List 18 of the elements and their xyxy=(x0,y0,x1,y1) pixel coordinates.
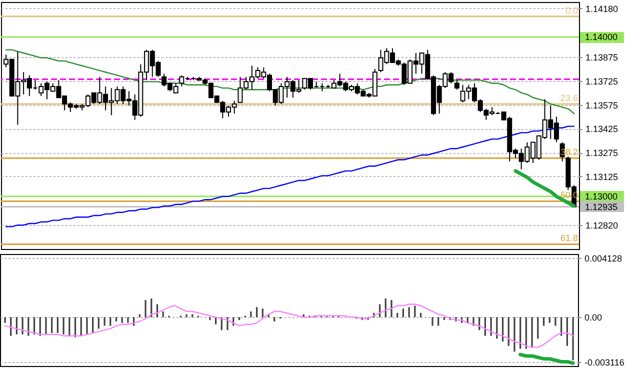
y-tick-label: 1.13275 xyxy=(586,148,618,158)
annotation: 0.0 xyxy=(566,5,578,16)
y-tick-label: 1.13875 xyxy=(586,52,618,62)
ref-line-label: 1.13000 xyxy=(585,191,618,202)
ref-line-label: 1.14000 xyxy=(585,32,618,42)
annotation: 23.6 xyxy=(560,92,578,103)
y-tick-label: 1.13125 xyxy=(586,172,618,182)
y-tick-label: -0.003116 xyxy=(584,357,624,368)
y-tick-label: 0.004128 xyxy=(584,253,622,264)
y-tick-label: 1.13575 xyxy=(586,100,618,110)
y-tick-label: 1.14180 xyxy=(586,4,618,14)
annotation: 61.8 xyxy=(560,233,578,244)
y-tick-label: 0.00 xyxy=(584,312,602,323)
y-tick-label: 1.12820 xyxy=(586,220,618,231)
y-tick-label: 1.13725 xyxy=(586,76,618,86)
y-tick-label: 1.13425 xyxy=(586,124,618,134)
ref-line-label: 1.12935 xyxy=(585,202,618,212)
annotation: 50.0 xyxy=(560,190,578,200)
